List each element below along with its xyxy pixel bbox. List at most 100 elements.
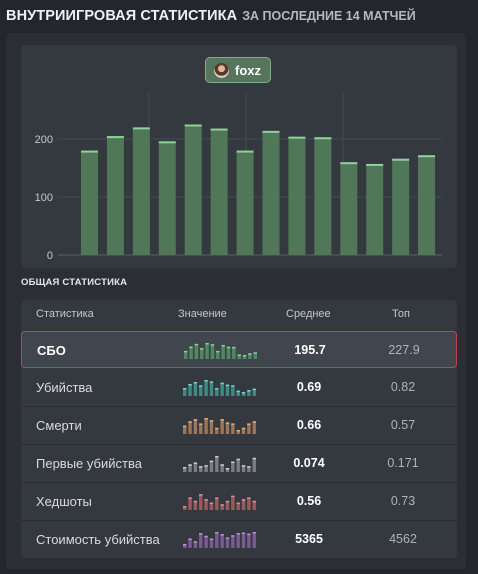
sparkline-bar-cap: [241, 499, 246, 501]
col-header-top[interactable]: Топ: [392, 308, 410, 320]
y-tick-label: 0: [47, 250, 53, 262]
sparkline-bar: [199, 423, 203, 434]
sparkline-bar: [209, 460, 214, 472]
sparkline-bar-cap: [204, 465, 208, 467]
chart-bar-cap: [340, 162, 358, 165]
stat-average: 0.66: [296, 418, 322, 432]
player-avatar-icon: [214, 62, 229, 78]
sparkline-bar-cap: [220, 504, 224, 506]
chart-bar: [236, 150, 254, 255]
sparkline-bar-cap: [220, 419, 224, 421]
sparkline-bar: [247, 497, 251, 510]
sparkline-bar-cap: [225, 537, 230, 539]
sparkline-bar-cap: [188, 384, 192, 386]
sparkline-bar-cap: [231, 535, 235, 537]
sparkline-bar-cap: [241, 427, 246, 430]
stat-row[interactable]: СБО 195.7 227.9: [21, 331, 457, 368]
sparkline-bar-cap: [247, 390, 251, 392]
sparkline-bar-cap: [204, 535, 208, 538]
stat-label: Убийства: [36, 380, 93, 395]
sparkline-bar: [183, 506, 187, 510]
sparkline-bar-cap: [205, 343, 209, 345]
stat-label: Стоимость убийства: [36, 532, 160, 547]
sparkline-bar-cap: [241, 465, 246, 467]
sparkline-bar-cap: [183, 425, 187, 428]
col-header-value[interactable]: Значение: [178, 308, 227, 320]
sparkline-bar-cap: [225, 500, 230, 503]
sparkline-bar-cap: [209, 420, 214, 422]
sparkline-bar-cap: [220, 464, 224, 466]
chart-bar-cap: [366, 163, 384, 166]
sparkline-bar: [236, 390, 240, 396]
sparkline-bar: [231, 535, 235, 548]
sparkline-bar: [225, 468, 230, 472]
sparkline-bar-cap: [204, 499, 208, 501]
sparkline-bar-cap: [199, 385, 203, 387]
sparkline-bar: [183, 467, 187, 472]
adr-bar-chart: 0 100 200: [35, 93, 442, 262]
sparkline-bar: [253, 352, 257, 359]
sparkline-bar: [247, 423, 251, 434]
sparkline-bar: [225, 500, 230, 510]
stat-row[interactable]: Смерти 0.66 0.57: [21, 407, 457, 445]
stat-average: 0.074: [293, 456, 325, 470]
sparkline-bar: [231, 385, 235, 396]
sparkline-bar: [220, 504, 224, 510]
sparkline-bar-cap: [247, 466, 251, 468]
sparkline-bar-cap: [183, 388, 187, 390]
col-header-stat[interactable]: Статистика: [36, 308, 94, 320]
sparkline-bar-cap: [220, 534, 224, 536]
player-name: foxz: [235, 62, 261, 78]
chart-bar-cap: [418, 155, 436, 158]
sparkline-bar-cap: [215, 456, 219, 458]
col-header-avg[interactable]: Среднее: [286, 308, 331, 320]
stat-label: Хедшоты: [36, 494, 92, 509]
sparkline-bar-cap: [252, 457, 256, 460]
sparkline-bar: [221, 344, 225, 359]
sparkline-bar-cap: [231, 385, 235, 387]
stat-row[interactable]: Стоимость убийства 5365 4562: [21, 521, 457, 559]
sparkline-bar: [188, 421, 192, 434]
sparkline-bar: [205, 343, 209, 359]
stat-top: 0.171: [387, 456, 419, 470]
chart-bar-cap: [392, 158, 410, 161]
sparkline-bar-cap: [193, 541, 198, 543]
sparkline-bar: [236, 430, 240, 434]
sparkline-bar-cap: [247, 497, 251, 499]
sparkline-bar: [220, 534, 224, 548]
chart-bar-cap: [210, 128, 228, 131]
sparkline-bar: [194, 343, 199, 359]
sparkline-bar: [204, 499, 208, 510]
sparkline-bar-cap: [236, 430, 240, 432]
sparkline-bar: [247, 533, 251, 548]
sparkline-bar-cap: [188, 421, 192, 423]
sparkline-bar-cap: [215, 427, 219, 430]
sparkline-bar-cap: [183, 506, 187, 508]
sparkline-bar-cap: [209, 502, 214, 505]
chart-bar: [288, 136, 306, 255]
sparkline-bar-cap: [204, 380, 208, 382]
sparkline-bar: [241, 532, 246, 548]
sparkline-bar: [241, 465, 246, 472]
sparkline-bar-cap: [199, 466, 203, 468]
stat-average: 195.7: [294, 343, 326, 357]
player-filter-chip[interactable]: foxz: [205, 57, 271, 83]
chart-bar: [210, 128, 228, 255]
sparkline-bar: [188, 538, 192, 548]
value-sparkline: [184, 343, 257, 359]
sparkline-bar-cap: [252, 500, 256, 503]
sparkline-bar: [215, 532, 219, 548]
sparkline-bar-cap: [194, 343, 199, 346]
sparkline-bar: [241, 392, 246, 396]
sparkline-bar: [220, 464, 224, 472]
sparkline-bar: [193, 419, 198, 434]
sparkline-bar: [215, 456, 219, 472]
sparkline-bar: [225, 537, 230, 548]
sparkline-bar: [225, 384, 230, 396]
stat-row[interactable]: Первые убийства 0.074 0.171: [21, 445, 457, 483]
sparkline-bar-cap: [199, 494, 203, 496]
sparkline-bar: [252, 457, 256, 472]
stat-row[interactable]: Хедшоты 0.56 0.73: [21, 483, 457, 521]
stat-row[interactable]: Убийства 0.69 0.82: [21, 369, 457, 407]
sparkline-bar-cap: [236, 390, 240, 393]
